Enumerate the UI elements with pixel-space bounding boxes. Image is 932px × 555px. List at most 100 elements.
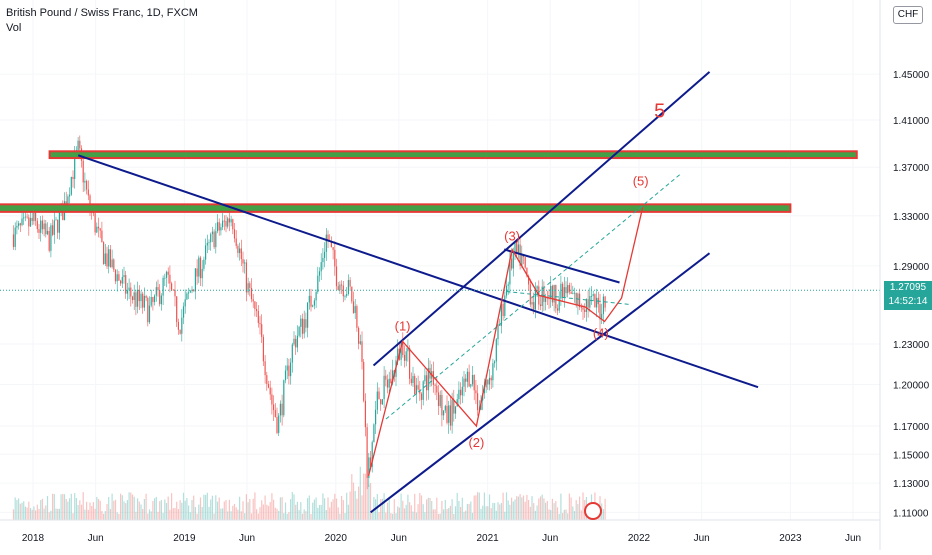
volume-bar	[201, 507, 203, 520]
candle-body	[419, 389, 421, 394]
volume-bar	[565, 509, 567, 520]
volume-bar	[458, 500, 460, 520]
volume-bar	[461, 497, 463, 520]
volume-bar	[475, 495, 477, 520]
candle-body	[444, 405, 446, 411]
candle-body	[308, 295, 310, 303]
last-price-value: 1.27095	[889, 282, 927, 293]
candle-body	[320, 262, 322, 272]
volume-bar	[150, 511, 152, 520]
volume-bar	[556, 507, 559, 520]
candle-body	[560, 283, 562, 299]
volume-bar	[342, 500, 344, 520]
candle-body	[392, 370, 394, 384]
candle-body	[432, 371, 435, 385]
candle-body	[303, 319, 305, 334]
candle-body	[460, 389, 462, 396]
candle-body	[87, 189, 89, 196]
volume-bar	[497, 502, 499, 520]
wave-label: 5	[654, 101, 665, 123]
candle-body	[155, 287, 157, 296]
grid	[0, 0, 880, 520]
volume-bar	[369, 483, 372, 520]
volume-bar	[318, 505, 321, 520]
candle-body	[46, 230, 49, 235]
candle-body	[570, 291, 572, 294]
volume-bar	[28, 501, 30, 520]
volume-bar	[232, 505, 234, 520]
volume-bar	[31, 509, 33, 520]
volume-bar	[284, 502, 287, 520]
volume-bar	[242, 501, 244, 520]
volume-bar	[276, 508, 278, 520]
volume-bar	[274, 507, 276, 520]
volume-bar	[18, 498, 20, 520]
volume-bar	[118, 513, 120, 520]
volume-bar	[371, 509, 373, 520]
candle-body	[400, 341, 402, 360]
candle-body	[52, 225, 54, 235]
candle-body	[106, 253, 108, 267]
candle-body	[526, 267, 528, 277]
candle-body	[169, 274, 171, 284]
volume-bar	[261, 500, 263, 520]
candle-body	[261, 324, 263, 337]
volume-bar	[80, 504, 83, 520]
volume-bar	[531, 496, 533, 520]
volume-bar	[432, 509, 435, 520]
volume-bar	[240, 511, 242, 520]
candle-body	[363, 361, 365, 401]
candle-body	[198, 257, 200, 277]
volume-bar	[94, 508, 96, 520]
volume-bar	[352, 482, 355, 520]
candle-body	[157, 287, 159, 291]
candle-body	[403, 354, 406, 361]
volume-bar	[562, 512, 564, 520]
volume-bar	[14, 497, 16, 520]
symbol-title[interactable]: British Pound / Swiss Franc, 1D, FXCM	[6, 7, 198, 19]
volume-bar	[344, 513, 346, 520]
candle-body	[103, 242, 105, 264]
volume-bar	[488, 494, 491, 520]
volume-bar	[60, 494, 62, 520]
volume-bar	[409, 502, 411, 520]
candle-body	[109, 249, 112, 268]
candle-body	[150, 296, 152, 306]
volume-bar	[560, 493, 562, 520]
candle-body	[273, 404, 275, 411]
volume-bar	[24, 506, 27, 520]
volume-bar	[330, 501, 333, 520]
candle-body	[84, 180, 86, 183]
wave-label: (4)	[593, 325, 609, 340]
candle-body	[602, 296, 605, 314]
x-tick-label: Jun	[391, 533, 407, 544]
volume-bar	[395, 513, 397, 520]
candle-body	[14, 227, 16, 247]
volume-bar	[215, 495, 217, 520]
candle-body	[342, 285, 344, 297]
bar-countdown: 14:52:14	[888, 296, 928, 307]
candle-body	[470, 384, 472, 387]
candle-body	[402, 341, 404, 355]
volume-bar	[509, 504, 511, 520]
candle-body	[137, 289, 139, 307]
volume-bar	[290, 499, 292, 520]
volume-bar	[19, 503, 21, 520]
volume-bar	[550, 510, 552, 520]
candle-body	[424, 375, 426, 382]
volume-bar	[548, 509, 550, 520]
volume-bar	[237, 509, 239, 520]
candle-body	[368, 457, 370, 479]
candle-body	[388, 378, 390, 388]
candle-body	[271, 394, 273, 405]
currency-badge[interactable]: CHF	[893, 6, 923, 24]
x-tick-label: Jun	[694, 533, 710, 544]
volume-bar	[142, 508, 144, 520]
volume-bar	[266, 504, 268, 520]
volume-bar	[40, 500, 42, 520]
volume-bar	[123, 501, 125, 520]
candle-body	[437, 392, 440, 407]
candle-body	[239, 248, 241, 254]
